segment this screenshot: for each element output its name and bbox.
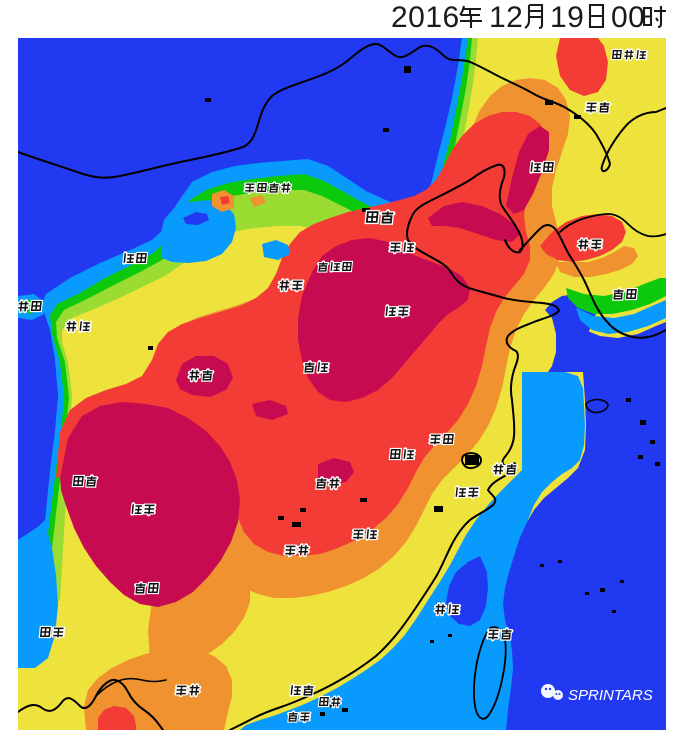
svg-text:19: 19 [550, 1, 584, 34]
svg-text:00: 00 [611, 1, 645, 34]
svg-text:2016: 2016 [391, 1, 460, 34]
svg-text:12: 12 [489, 1, 523, 34]
svg-text:SPRINTARS: SPRINTARS [568, 687, 653, 704]
